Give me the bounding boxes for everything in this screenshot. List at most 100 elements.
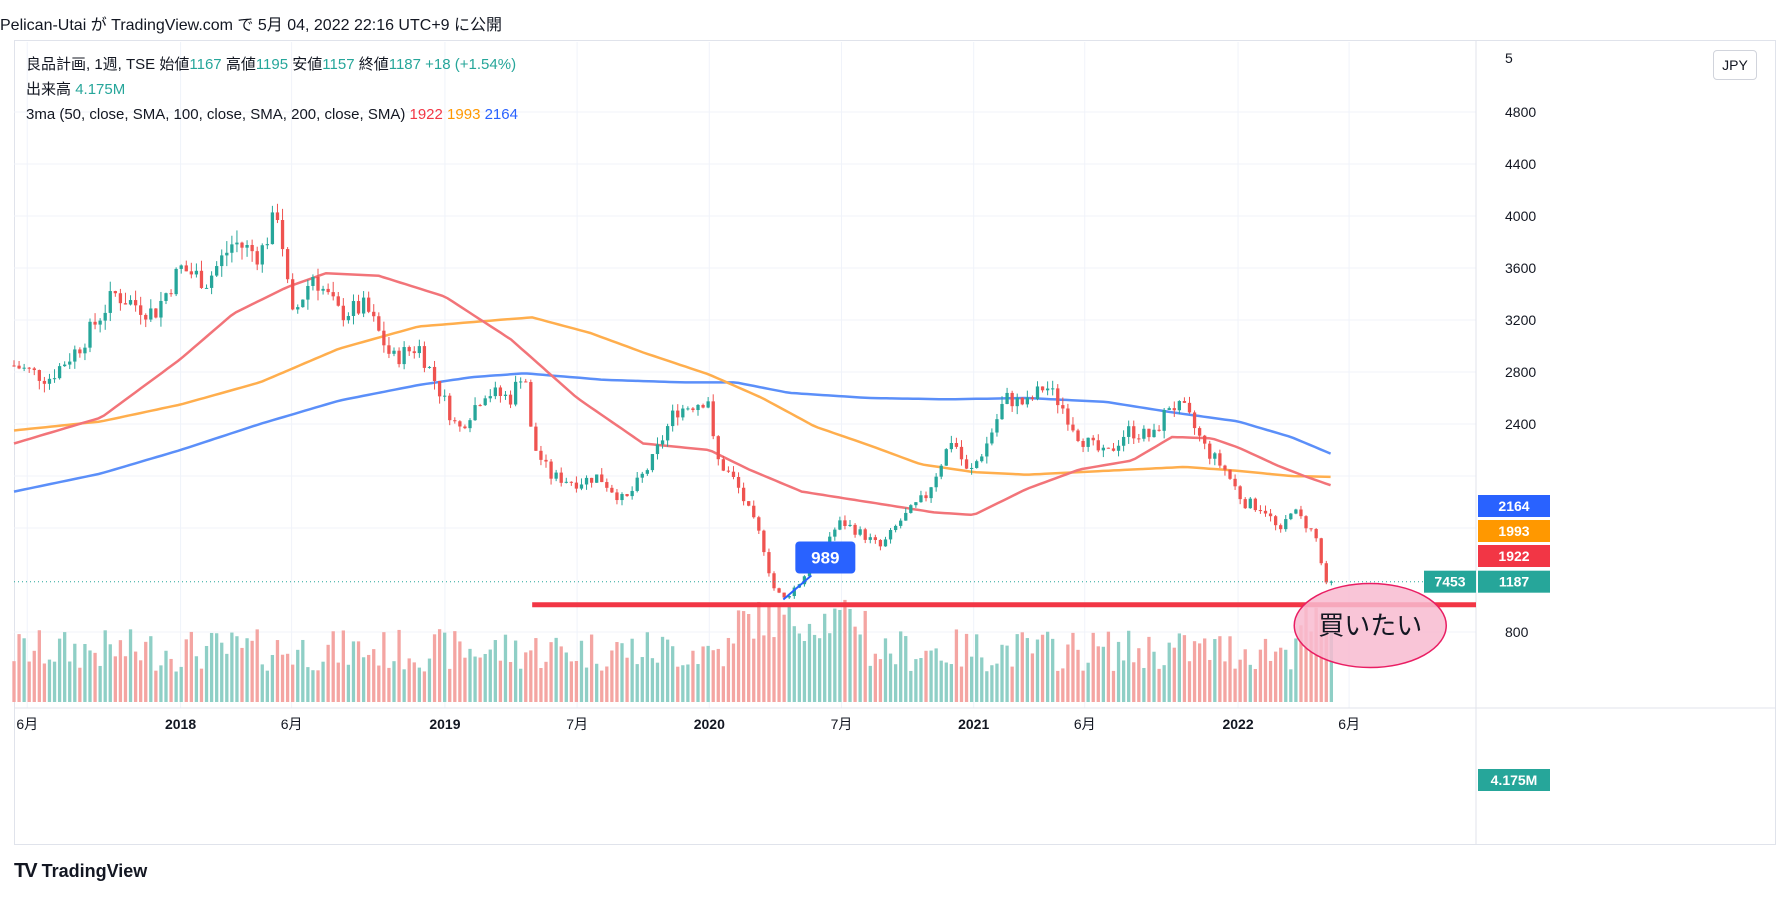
volume-bar	[1182, 635, 1187, 702]
candle-body	[1025, 397, 1029, 405]
volume-bar	[1040, 634, 1045, 702]
candle-body	[554, 472, 558, 479]
candle-body	[691, 408, 695, 411]
candle-body	[929, 487, 933, 499]
candle	[154, 308, 158, 319]
candle-body	[676, 410, 680, 418]
candle	[1132, 420, 1136, 445]
candle-body	[346, 315, 351, 321]
volume-bar	[848, 608, 852, 702]
candle	[559, 467, 563, 487]
low-callout-label: 989	[811, 549, 839, 568]
volume-bar	[377, 665, 381, 702]
candle	[1218, 449, 1222, 469]
candle-body	[584, 477, 589, 485]
legend-symbol-info[interactable]: 良品計画, 1週, TSE	[26, 56, 156, 73]
volume-bar	[265, 670, 269, 702]
candle-body	[103, 312, 107, 321]
candle	[909, 504, 913, 514]
candle-body	[1309, 528, 1313, 530]
candle	[291, 273, 295, 311]
candle-body	[1030, 397, 1035, 400]
candle-body	[909, 505, 913, 513]
volume-bar	[883, 638, 888, 702]
candle-body	[1106, 447, 1111, 449]
legend-ma200-value: 2164	[484, 106, 518, 123]
candle	[655, 437, 660, 460]
volume-bar	[1208, 659, 1212, 702]
volume-bar	[63, 632, 67, 702]
candle-body	[828, 536, 832, 543]
currency-button[interactable]: JPY	[1713, 50, 1757, 80]
candle-body	[1314, 529, 1318, 539]
volume-bar	[782, 614, 786, 702]
volume-bar	[954, 629, 959, 702]
volume-bar	[863, 610, 867, 702]
candle-body	[969, 467, 974, 469]
candle-body	[468, 420, 472, 429]
candle-body	[123, 303, 128, 305]
legend-ma-label[interactable]: 3ma (50, close, SMA, 100, close, SMA, 20…	[26, 106, 406, 123]
candle-body	[716, 436, 720, 460]
candle-body	[164, 293, 168, 301]
candle	[1203, 434, 1207, 450]
candle	[919, 490, 923, 503]
candle-body	[47, 378, 52, 384]
candle-body	[1020, 397, 1024, 405]
candle	[990, 428, 994, 446]
candle	[914, 502, 918, 508]
candle-body	[1132, 426, 1136, 439]
candle	[1253, 497, 1258, 512]
candle-body	[868, 537, 872, 540]
candle-body	[1243, 499, 1247, 509]
legend-close-value: 1187	[388, 56, 421, 73]
candle-body	[296, 307, 300, 310]
candle-body	[1319, 538, 1323, 564]
volume-bar	[792, 626, 796, 702]
candle	[260, 243, 264, 273]
last-price-badge-text: 1187	[1499, 574, 1530, 590]
candle-body	[194, 270, 199, 275]
candle-body	[341, 305, 345, 321]
candle-body	[579, 484, 584, 489]
candle-body	[939, 465, 943, 477]
candle	[209, 271, 214, 295]
candle	[650, 454, 655, 473]
candle-body	[1192, 412, 1197, 429]
candle	[478, 403, 482, 407]
candle	[346, 312, 351, 324]
tradingview-brand: TradingView	[41, 861, 148, 881]
candle	[569, 481, 573, 486]
candle	[929, 486, 933, 503]
candle-body	[787, 596, 791, 598]
volume-bar	[762, 635, 766, 702]
volume-bar	[296, 649, 300, 702]
volume-bar	[671, 646, 675, 702]
time-axis-label: 6月	[281, 716, 303, 732]
candle-body	[321, 288, 325, 291]
volume-bar	[245, 638, 249, 702]
volume-bar	[1076, 649, 1080, 702]
candle	[767, 548, 771, 577]
candle-body	[250, 244, 254, 252]
candle-body	[1329, 581, 1334, 583]
volume-bar	[949, 664, 953, 702]
candle-body	[63, 364, 67, 367]
candle	[301, 299, 305, 308]
time-axis-label: 2019	[429, 716, 460, 732]
legend-volume-label[interactable]: 出来高	[26, 81, 72, 98]
candle	[640, 471, 644, 483]
ma100-axis-badge-bg	[1478, 520, 1550, 542]
time-axis-label: 2020	[694, 716, 725, 732]
ma50-axis-badge-text: 1922	[1498, 548, 1529, 564]
candle-body	[1111, 448, 1116, 451]
candle	[1177, 400, 1182, 415]
candle	[681, 404, 685, 421]
candle-body	[513, 381, 518, 405]
volume-bar	[113, 656, 117, 702]
candle	[539, 445, 543, 466]
candle-body	[478, 405, 482, 407]
tradingview-logo[interactable]: TV TradingView	[14, 860, 147, 883]
candle	[1142, 425, 1146, 442]
